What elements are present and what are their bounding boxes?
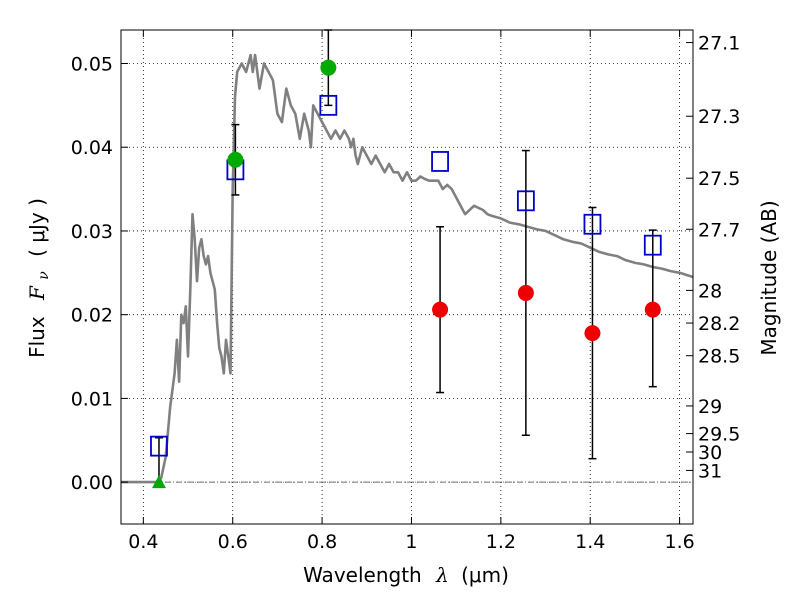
- y2-axis-title: Magnitude (AB): [757, 200, 781, 355]
- y-tick-label: 0.00: [71, 472, 113, 494]
- upper-limit-marker: [151, 475, 166, 489]
- x-tick-label: 1.2: [486, 531, 516, 553]
- y-axis-symbol: F: [25, 285, 49, 301]
- y-tick-label: 0.04: [71, 137, 113, 159]
- y2-tick-label: 29: [698, 396, 722, 418]
- photometry-marker: [227, 151, 244, 168]
- y-axis-title: Flux F ν ( μJy ): [25, 198, 53, 358]
- y2-tick-label: 28.5: [698, 346, 740, 368]
- x-tick-label: 1: [405, 531, 417, 553]
- axis-ticks: [121, 30, 693, 524]
- x-tick-label: 1.4: [575, 531, 605, 553]
- y2-tick-label: 27.3: [698, 106, 740, 128]
- x-tick-label: 1.6: [664, 531, 694, 553]
- model-band-marker: [431, 151, 449, 172]
- y-tick-label: 0.02: [71, 305, 113, 327]
- model-band-marker: [583, 213, 602, 235]
- y-tick-label: 0.05: [71, 53, 113, 75]
- model-band-marker: [516, 190, 535, 212]
- model-band-marker: [643, 234, 662, 256]
- model-band-marker: [319, 94, 338, 116]
- x-tick-label: 0.8: [307, 531, 337, 553]
- data-markers: [150, 59, 662, 489]
- y-axis-title-text: Flux: [25, 316, 49, 358]
- y2-tick-label: 27.1: [698, 33, 740, 55]
- photometry-marker: [517, 284, 534, 301]
- x-tick-label: 0.4: [128, 531, 158, 553]
- x-tick-label: 0.6: [218, 531, 248, 553]
- photometry-marker: [584, 325, 601, 342]
- y-axis-subscript: ν: [36, 271, 52, 280]
- y-tick-label: 0.03: [71, 221, 113, 243]
- y-tick-label: 0.01: [71, 388, 113, 410]
- x-axis-title-text: Wavelength: [303, 563, 422, 587]
- y2-tick-label: 27.7: [698, 219, 740, 241]
- y2-tick-label: 30: [698, 442, 722, 464]
- plot-frame: [120, 29, 694, 525]
- photometry-marker: [320, 59, 337, 76]
- photometry-marker: [432, 301, 449, 318]
- y2-tick-label: 29.5: [698, 424, 740, 446]
- x-axis-unit: (μm): [461, 563, 509, 587]
- x-axis-symbol: λ: [435, 563, 449, 587]
- photometry-marker: [644, 301, 661, 318]
- model-spectrum-line: [121, 53, 694, 484]
- y2-tick-label: 27.5: [698, 168, 740, 190]
- model-spectrum: [121, 53, 694, 484]
- x-axis-title: Wavelength λ (μm): [303, 563, 509, 587]
- model-band-marker: [150, 435, 168, 457]
- y-axis-unit: ( μJy ): [25, 198, 49, 257]
- y2-tick-label: 28: [698, 280, 722, 302]
- y2-tick-label: 28.2: [698, 313, 740, 335]
- tick-labels: 0.4 0.6 0.8 1 1.2 1.4 1.6 0.00 0.01 0.02 0.03 0.04 0…: [71, 33, 741, 553]
- y2-tick-label: 31: [698, 460, 722, 482]
